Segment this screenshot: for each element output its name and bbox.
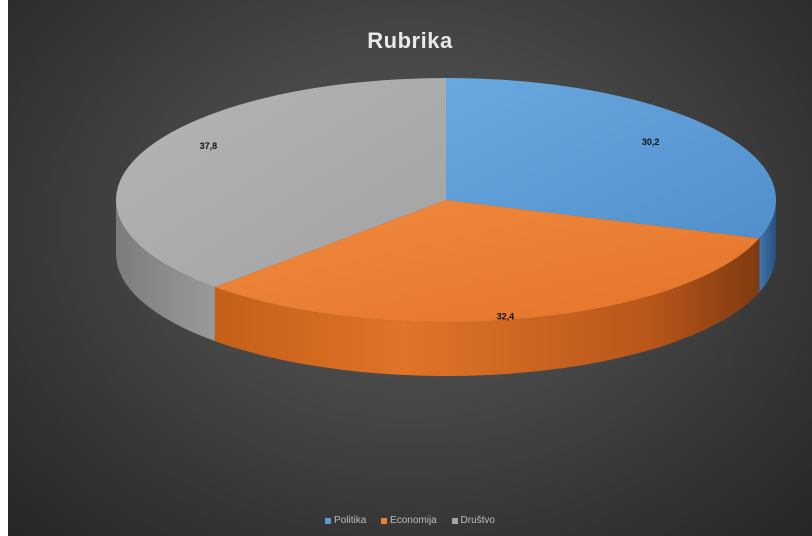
legend-swatch-drustvo — [451, 517, 458, 524]
legend-label-drustvo: Društvo — [460, 515, 495, 526]
legend-item-economija: Economija — [381, 515, 437, 526]
legend-item-drustvo: Društvo — [451, 515, 495, 526]
pie-slice-drustvo — [116, 78, 447, 288]
legend: Politika Economija Društvo — [8, 515, 812, 526]
pie-side-politika — [759, 200, 776, 293]
chart-area: Rubrika — [8, 0, 812, 536]
data-label-politika: 30,2 — [642, 137, 660, 147]
pie-sides — [116, 200, 776, 376]
pie-side-economija — [214, 238, 760, 376]
legend-label-politika: Politika — [334, 515, 367, 526]
data-label-economija: 32,4 — [497, 312, 515, 322]
legend-swatch-politika — [325, 517, 332, 524]
chart-title: Rubrika — [367, 28, 453, 53]
data-label-drustvo: 37,8 — [200, 141, 218, 151]
legend-item-politika: Politika — [325, 515, 366, 526]
pie-side-drustvo — [116, 200, 215, 342]
pie-chart: 30,2 32,4 37,8 — [116, 78, 776, 376]
pie-slice-politika — [446, 78, 776, 239]
legend-swatch-economija — [381, 517, 388, 524]
pie-slice-economija — [214, 200, 760, 322]
pie-tops — [116, 78, 776, 322]
pie-data-labels: 30,2 32,4 37,8 — [200, 137, 660, 322]
legend-label-economija: Economija — [390, 515, 437, 526]
